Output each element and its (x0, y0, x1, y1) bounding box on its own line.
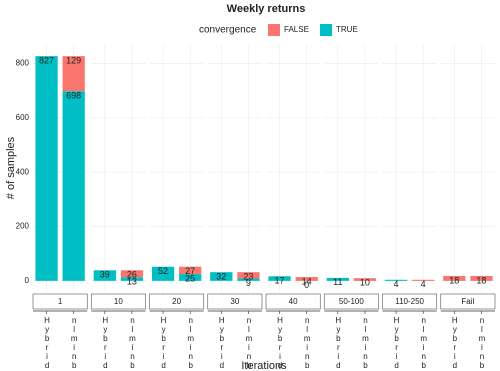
x-axis-title: Iterations (241, 360, 287, 371)
x-tick-label: nlminb (302, 316, 312, 370)
panel (266, 45, 321, 292)
y-tick-label: 600 (16, 113, 30, 122)
bar-segment (62, 56, 85, 92)
bar-segment (210, 272, 233, 281)
panel (207, 45, 262, 292)
panel (91, 45, 146, 292)
facet-label: 30 (230, 297, 239, 306)
facet-label: 50-100 (339, 297, 364, 306)
y-tick-label: 200 (16, 222, 30, 231)
legend-label: TRUE (336, 25, 358, 34)
x-tick-label: Hybrid (275, 316, 285, 370)
x-tick-label: nlminb (69, 316, 79, 370)
panel (324, 45, 379, 292)
chart-title: Weekly returns (227, 3, 306, 15)
data-label: 27 (185, 266, 195, 276)
bar-segment (384, 279, 408, 281)
x-tick-label: Hybrid (100, 316, 110, 370)
data-label: 17 (275, 276, 285, 286)
data-label: 39 (100, 270, 110, 280)
facet-label: 40 (289, 297, 298, 306)
facet-label: 20 (172, 297, 181, 306)
data-label: 18 (476, 275, 486, 285)
bar-segment (326, 277, 349, 281)
bar-segment (237, 278, 260, 281)
y-tick-label: 400 (16, 167, 30, 176)
facet-label: 110-250 (395, 297, 424, 306)
panel (149, 45, 204, 292)
facet-strip (265, 293, 321, 310)
data-label: 4 (394, 279, 399, 289)
panel (440, 45, 495, 292)
bar-segment (151, 266, 175, 281)
facet-label: 1 (58, 297, 63, 306)
legend-key (268, 24, 280, 36)
data-label: 10 (360, 278, 370, 288)
bar-segment (62, 91, 85, 281)
x-tick-label: nlminb (127, 316, 137, 370)
data-label: 9 (246, 278, 251, 288)
data-label: 26 (127, 270, 137, 280)
x-tick-label: nlminb (419, 316, 429, 370)
legend-key (320, 24, 332, 36)
data-label: 0 (304, 280, 309, 290)
bar-segment (93, 270, 116, 281)
data-label: 827 (39, 56, 54, 66)
facet-label: Fail (461, 297, 474, 306)
bar-segment (412, 279, 435, 281)
y-axis-title: # of samples (5, 136, 17, 199)
bar-segment (179, 266, 202, 275)
facet-strip (149, 293, 205, 310)
data-label: 698 (66, 91, 81, 101)
panel (382, 45, 437, 292)
facet-strip (207, 293, 263, 310)
bar-segment (353, 278, 377, 281)
x-tick-label: Hybrid (159, 316, 169, 370)
bar-segment (120, 270, 144, 278)
bar-segment (470, 275, 493, 281)
data-label: 32 (216, 272, 226, 282)
facet-strip (32, 293, 88, 310)
x-tick-label: nlminb (244, 316, 254, 370)
bar-segment (443, 275, 466, 281)
data-label: 23 (243, 272, 253, 282)
legend-title: convergence (199, 25, 257, 36)
data-label: 129 (66, 56, 81, 66)
data-label: 11 (333, 277, 342, 287)
bar-segment (295, 277, 318, 281)
x-tick-label: nlminb (477, 316, 487, 370)
bar-segment (120, 277, 144, 281)
x-tick-label: Hybrid (333, 316, 343, 370)
x-tick-label: Hybrid (217, 316, 227, 370)
data-label: 18 (449, 275, 459, 285)
bar-segment (35, 56, 58, 281)
x-tick-label: Hybrid (392, 316, 402, 370)
y-tick-label: 0 (25, 276, 30, 285)
data-label: 14 (302, 276, 312, 286)
bar-segment (179, 274, 202, 281)
facet-label: 10 (114, 297, 123, 306)
x-tick-label: nlminb (360, 316, 370, 370)
facet-strip (323, 293, 379, 310)
data-label: 13 (127, 277, 137, 287)
x-tick-label: Hybrid (450, 316, 460, 370)
data-label: 52 (158, 266, 168, 276)
bar-segment (237, 272, 260, 279)
legend-label: FALSE (284, 25, 309, 34)
data-label: 25 (185, 273, 195, 283)
data-label: 4 (421, 279, 426, 289)
facet-strip (382, 293, 438, 310)
facet-strip (90, 293, 146, 310)
bar-segment (268, 276, 291, 281)
x-tick-label: nlminb (186, 316, 196, 370)
facet-strip (440, 293, 496, 310)
x-tick-label: Hybrid (42, 316, 52, 370)
y-tick-label: 800 (16, 59, 30, 68)
